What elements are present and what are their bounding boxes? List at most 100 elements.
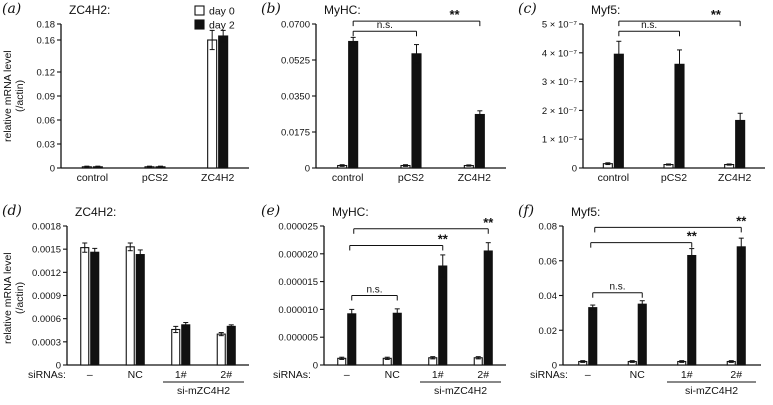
svg-text:si-mZC4H2: si-mZC4H2: [434, 385, 487, 397]
svg-text:Myf5:: Myf5:: [571, 205, 600, 219]
svg-text:1#: 1#: [432, 369, 444, 381]
panel-c: (c) Myf5: 0 1 × 10⁻⁷ 2 × 10⁻⁷ 3 × 10⁻⁷ 4 × 10…: [516, 0, 773, 202]
svg-text:–: –: [585, 369, 591, 381]
svg-text:0: 0: [572, 164, 577, 175]
panel-letter-d: (d): [2, 203, 22, 219]
svg-text:n.s.: n.s.: [377, 20, 393, 31]
svg-text:0.08: 0.08: [539, 222, 558, 233]
panel-f: (f) Myf5: 0 0.02 0.04 0.06 0.08 – NC 1# 2# n.s. ** *…: [516, 202, 773, 405]
svg-text:ZC4H2: ZC4H2: [718, 172, 751, 184]
panel-b: (b) MyHC: 0 0.0175 0.0350 0.0525 0.0700 contro…: [259, 0, 516, 202]
bar-chart-myhc-overexpression: MyHC: 0 0.0175 0.0350 0.0525 0.0700 control pCS…: [281, 3, 506, 184]
svg-text:2#: 2#: [730, 369, 742, 381]
svg-text:0.000020: 0.000020: [278, 249, 318, 260]
panel-a: (a) relative mRNA level (/actin) ZC4H2: 0…: [0, 0, 259, 202]
svg-text:ZC4H2: ZC4H2: [201, 172, 234, 184]
svg-text:si-mZC4H2: si-mZC4H2: [685, 385, 738, 397]
svg-text:0.000015: 0.000015: [278, 277, 318, 288]
svg-text:siRNAs:: siRNAs:: [273, 369, 311, 381]
svg-text:0.0175: 0.0175: [281, 128, 310, 139]
svg-text:1#: 1#: [175, 369, 187, 381]
svg-text:0.06: 0.06: [539, 256, 558, 267]
svg-text:0.000005: 0.000005: [278, 333, 318, 344]
svg-text:0.000010: 0.000010: [278, 305, 318, 316]
svg-text:2#: 2#: [477, 369, 489, 381]
svg-text:4 × 10⁻⁷: 4 × 10⁻⁷: [542, 48, 578, 59]
svg-text:0.0350: 0.0350: [281, 92, 310, 103]
svg-text:–: –: [87, 369, 93, 381]
y-axis-label-top: relative mRNA level (/actin): [2, 50, 26, 142]
svg-text:0.0015: 0.0015: [32, 245, 61, 256]
svg-text:**: **: [483, 215, 494, 230]
svg-text:0.06: 0.06: [37, 116, 56, 127]
svg-text:pCS2: pCS2: [661, 172, 687, 184]
svg-text:0: 0: [552, 361, 557, 372]
svg-text:ZC4H2: ZC4H2: [458, 172, 491, 184]
svg-text:NC: NC: [630, 369, 646, 381]
svg-text:NC: NC: [128, 369, 144, 381]
svg-text:pCS2: pCS2: [398, 172, 424, 184]
svg-text:0.0006: 0.0006: [32, 314, 61, 325]
svg-text:0.04: 0.04: [539, 291, 558, 302]
svg-text:**: **: [438, 231, 449, 246]
svg-text:0.09: 0.09: [37, 92, 56, 103]
bar-chart-myhc-knockdown: MyHC: 0 0.000005 0.000010 0.000015 0.000020 0.…: [273, 205, 506, 397]
svg-text:0: 0: [313, 361, 318, 372]
svg-text:0.0525: 0.0525: [281, 56, 310, 67]
panel-letter-a: (a): [2, 1, 22, 17]
panel-letter-e: (e): [261, 203, 281, 219]
svg-text:n.s.: n.s.: [641, 20, 657, 31]
svg-text:control: control: [598, 172, 630, 184]
svg-text:MyHC:: MyHC:: [332, 205, 369, 219]
svg-text:n.s.: n.s.: [609, 282, 625, 293]
svg-text:0: 0: [305, 164, 310, 175]
svg-text:**: **: [687, 229, 698, 244]
svg-text:day 0: day 0: [209, 6, 235, 18]
svg-text:si-mZC4H2: si-mZC4H2: [177, 385, 230, 397]
svg-text:control: control: [77, 172, 109, 184]
bar-chart-myf5-overexpression: Myf5: 0 1 × 10⁻⁷ 2 × 10⁻⁷ 3 × 10⁻⁷ 4 × 10⁻⁷ 5 …: [542, 3, 765, 184]
svg-text:0.12: 0.12: [37, 68, 56, 79]
bar-chart-zc4h2-overexpression: ZC4H2: 0 0.03 0.06 0.09 0.12 0.16 0.18 control pC…: [37, 3, 249, 184]
svg-text:ZC4H2:: ZC4H2:: [69, 3, 110, 17]
panel-letter-f: (f): [518, 203, 535, 219]
svg-text:0.0700: 0.0700: [281, 20, 310, 31]
svg-text:Myf5:: Myf5:: [591, 3, 620, 17]
panel-e: (e) MyHC: 0 0.000005 0.000010 0.000015 0.0000…: [259, 202, 516, 405]
svg-text:**: **: [711, 7, 722, 22]
svg-text:n.s.: n.s.: [366, 285, 382, 296]
svg-text:–: –: [344, 369, 350, 381]
svg-text:0: 0: [50, 164, 55, 175]
svg-text:0.02: 0.02: [539, 326, 558, 337]
svg-text:pCS2: pCS2: [142, 172, 168, 184]
svg-text:day 2: day 2: [209, 20, 235, 32]
svg-text:**: **: [449, 7, 460, 22]
svg-text:**: **: [736, 213, 747, 228]
svg-text:siRNAs:: siRNAs:: [530, 369, 568, 381]
svg-text:2#: 2#: [220, 369, 232, 381]
svg-text:NC: NC: [385, 369, 401, 381]
panel-letter-b: (b): [261, 1, 281, 17]
svg-text:2 × 10⁻⁷: 2 × 10⁻⁷: [542, 106, 578, 117]
panel-d: (d) relative mRNA level (/actin) ZC4H2: 0…: [0, 202, 259, 405]
svg-text:1#: 1#: [681, 369, 693, 381]
svg-text:3 × 10⁻⁷: 3 × 10⁻⁷: [542, 77, 578, 88]
y-axis-label-bottom: relative mRNA level (/actin): [2, 252, 26, 344]
bar-chart-myf5-knockdown: Myf5: 0 0.02 0.04 0.06 0.08 – NC 1# 2# n.s. ** ** siR…: [530, 205, 761, 397]
bar-chart-zc4h2-knockdown: ZC4H2: 0 0.0003 0.0006 0.0009 0.0012 0.0015 0.0…: [28, 205, 249, 397]
panel-letter-c: (c): [518, 1, 537, 17]
svg-text:siRNAs:: siRNAs:: [28, 369, 66, 381]
svg-text:0.0018: 0.0018: [32, 222, 61, 233]
svg-text:0.0003: 0.0003: [32, 337, 61, 348]
svg-text:0: 0: [56, 361, 61, 372]
svg-text:0.16: 0.16: [37, 36, 56, 47]
svg-text:control: control: [332, 172, 364, 184]
svg-text:MyHC:: MyHC:: [324, 3, 361, 17]
svg-text:0.03: 0.03: [37, 140, 56, 151]
svg-text:0.0012: 0.0012: [32, 268, 61, 279]
svg-text:ZC4H2:: ZC4H2:: [75, 205, 116, 219]
svg-text:0.0009: 0.0009: [32, 291, 61, 302]
svg-text:1 × 10⁻⁷: 1 × 10⁻⁷: [542, 135, 578, 146]
svg-text:0.000025: 0.000025: [278, 222, 318, 233]
